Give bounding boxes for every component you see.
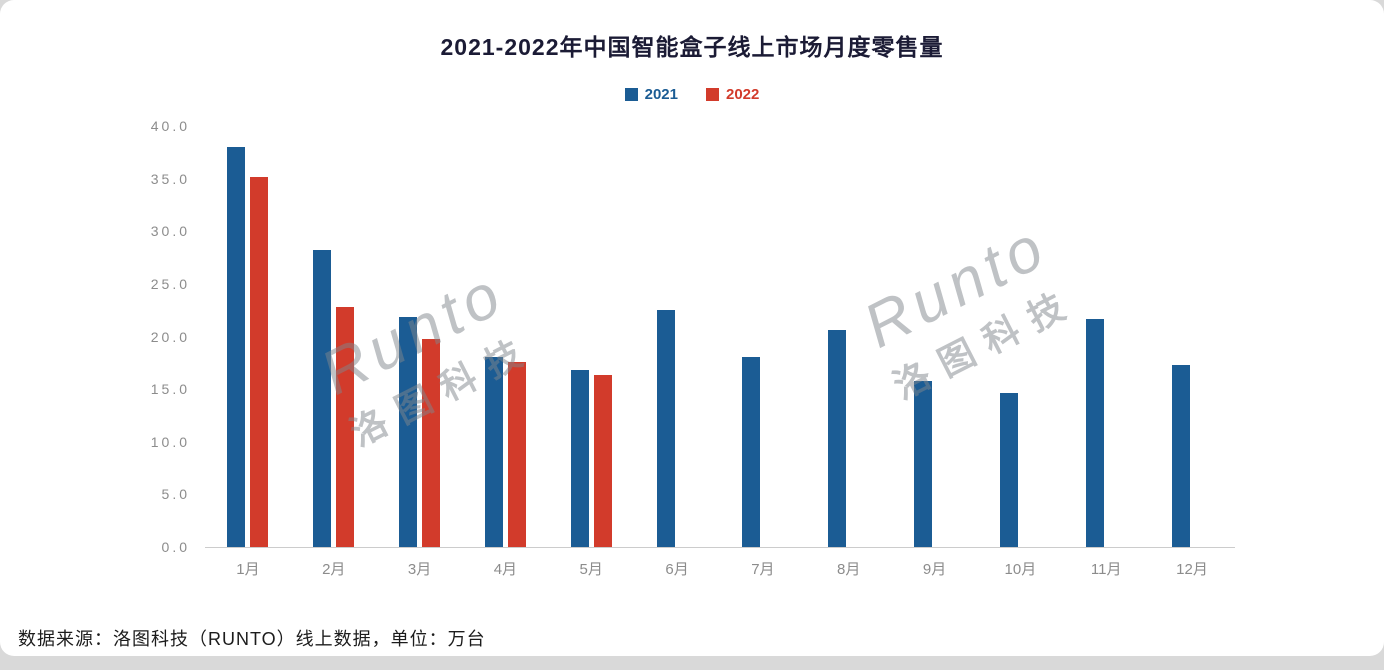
- bar-group-1月: [205, 127, 291, 547]
- bar-group-3月: [377, 127, 463, 547]
- bar-2021-3月: [399, 316, 418, 547]
- legend: 2021 2022: [0, 86, 1384, 103]
- bar-2022-2月: [336, 307, 355, 547]
- y-tick-label: 35.0: [150, 170, 190, 187]
- x-axis-label-7月: 7月: [751, 561, 775, 578]
- bar-2021-8月: [828, 330, 847, 547]
- x-axis-label-5月: 5月: [579, 561, 603, 578]
- y-axis: 40.0 35.0 30.0 25.0 20.0 15.0 10.0 5.0 0.0: [0, 118, 190, 555]
- x-axis-labels: 1月 2月 3月 4月 5月 6月 7月 8月 9月 10月 11月 12月: [205, 558, 1235, 579]
- bar-2021-11月: [1085, 318, 1104, 547]
- bar-2021-4月: [484, 356, 503, 547]
- x-axis-label-4月: 4月: [493, 561, 518, 578]
- bar-2022-1月: [250, 176, 269, 547]
- bar-group-10月: [977, 127, 1063, 547]
- y-tick-label: 40.0: [150, 118, 190, 134]
- x-axis-label-6月: 6月: [665, 561, 689, 578]
- legend-label-2022: 2022: [726, 86, 760, 103]
- bar-2021-9月: [914, 380, 933, 547]
- bar-2021-6月: [656, 310, 675, 547]
- bar-2021-2月: [313, 250, 332, 547]
- bar-group-6月: [634, 127, 720, 547]
- bar-group-9月: [892, 127, 978, 547]
- legend-item-2022: 2022: [706, 86, 759, 103]
- legend-swatch-2022: [706, 88, 719, 101]
- x-axis-label-2月: 2月: [322, 561, 346, 578]
- y-tick-label: 10.0: [150, 433, 190, 450]
- bar-group-7月: [720, 127, 806, 547]
- bar-2022-4月: [507, 361, 526, 547]
- bar-2021-7月: [742, 356, 761, 547]
- bar-group-2月: [291, 127, 377, 547]
- plot-area: [205, 127, 1235, 548]
- bar-group-8月: [806, 127, 892, 547]
- x-axis-label-10月: 10月: [1004, 561, 1037, 578]
- source-note: 数据来源：洛图科技（RUNTO）线上数据，单位：万台: [18, 629, 486, 649]
- y-tick-label: 0.0: [161, 539, 190, 555]
- x-axis-label-11月: 11月: [1090, 561, 1122, 578]
- bottom-strip: [0, 656, 1384, 670]
- bar-2022-3月: [422, 338, 441, 547]
- y-tick-label: 5.0: [161, 486, 190, 503]
- bar-2021-10月: [999, 393, 1018, 547]
- y-tick-label: 15.0: [150, 381, 190, 398]
- bar-2021-12月: [1171, 364, 1190, 547]
- chart-card: 2021-2022年中国智能盒子线上市场月度零售量 2021 2022 40.0 3…: [0, 0, 1384, 656]
- bar-group-11月: [1063, 127, 1149, 547]
- bar-group-12月: [1149, 127, 1235, 547]
- bar-2022-5月: [593, 375, 612, 547]
- bar-group-4月: [462, 127, 548, 547]
- y-tick-label: 25.0: [150, 275, 190, 292]
- y-tick-label: 20.0: [150, 328, 190, 345]
- x-axis-label-1月: 1月: [236, 561, 260, 578]
- y-tick-label: 30.0: [150, 223, 190, 240]
- x-axis-label-12月: 12月: [1176, 561, 1208, 578]
- bar-2021-1月: [227, 147, 246, 547]
- x-axis-label-3月: 3月: [407, 561, 432, 578]
- bar-2021-5月: [570, 370, 589, 547]
- x-axis-label-8月: 8月: [837, 561, 861, 578]
- legend-swatch-2021: [624, 88, 638, 101]
- chart-title: 2021-2022年中国智能盒子线上市场月度零售量: [440, 34, 944, 60]
- bar-group-5月: [548, 127, 634, 547]
- x-axis-label-9月: 9月: [922, 561, 947, 578]
- chart: 40.0 35.0 30.0 25.0 20.0 15.0 10.0 5.0 0.0 1月 2月 3…: [0, 118, 1384, 579]
- legend-label-2021: 2021: [644, 86, 678, 103]
- legend-item-2021: 2021: [624, 86, 678, 103]
